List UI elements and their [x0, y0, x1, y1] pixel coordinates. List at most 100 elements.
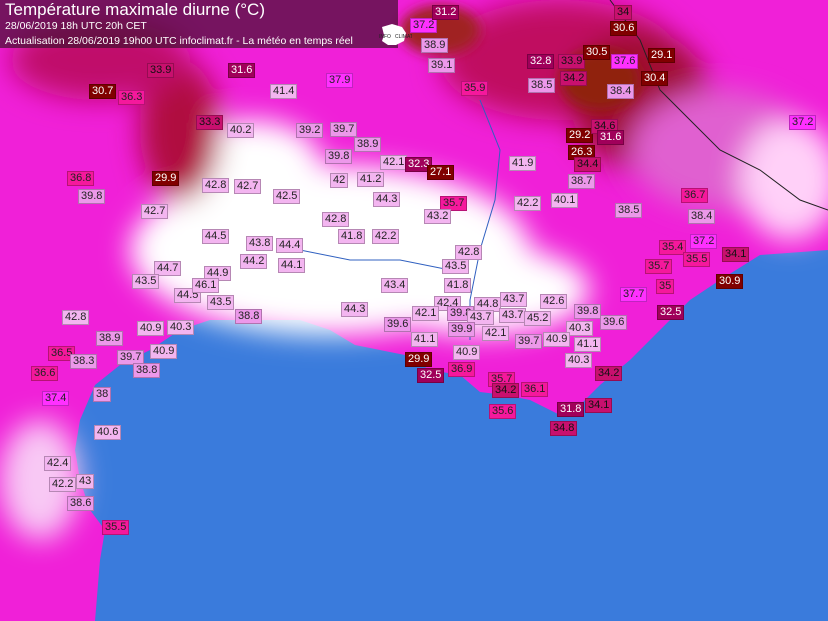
- temperature-label: 37.4: [42, 391, 70, 406]
- temperature-label: 44.4: [276, 238, 304, 253]
- temperature-label: 38.5: [615, 203, 643, 218]
- temperature-label: 35.5: [102, 520, 130, 535]
- temperature-label: 44.3: [373, 192, 401, 207]
- temperature-label: 31.2: [432, 5, 460, 20]
- temperature-label: 33.9: [558, 54, 586, 69]
- temperature-label: 44.2: [240, 254, 268, 269]
- temperature-label: 30.9: [716, 274, 744, 289]
- svg-text:CLIMAT: CLIMAT: [395, 34, 412, 40]
- svg-text:INFO: INFO: [379, 34, 391, 40]
- temperature-label: 36.6: [31, 366, 59, 381]
- extreme-heat-zone: [0, 420, 80, 540]
- temperature-label: 34.1: [585, 398, 613, 413]
- cool-zone: [400, 5, 480, 55]
- temperature-label: 37.7: [620, 287, 648, 302]
- temperature-label: 39.8: [325, 149, 353, 164]
- temperature-label: 43.7: [500, 292, 528, 307]
- temperature-label: 43.5: [132, 274, 160, 289]
- temperature-label: 35.4: [659, 240, 687, 255]
- temperature-label: 39.7: [515, 334, 543, 349]
- header: Température maximale diurne (°C) 28/06/2…: [0, 0, 398, 48]
- temperature-label: 31.8: [557, 402, 585, 417]
- temperature-label: 36.5: [48, 346, 76, 361]
- temperature-label: 39.7: [330, 122, 358, 137]
- temperature-label: 40.9: [137, 321, 165, 336]
- temperature-label: 41.8: [444, 278, 472, 293]
- temperature-label: 35.5: [683, 252, 711, 267]
- temperature-label: 44.5: [202, 229, 230, 244]
- temperature-label: 42.8: [62, 310, 90, 325]
- temperature-label: 30.5: [583, 45, 611, 60]
- update-time: Actualisation 28/06/2019 19h00 UTC infoc…: [5, 35, 353, 47]
- temperature-label: 31.6: [228, 63, 256, 78]
- temperature-label: 29.9: [405, 352, 433, 367]
- temperature-label: 29.1: [648, 48, 676, 63]
- temperature-label: 40.2: [227, 123, 255, 138]
- temperature-label: 39.1: [428, 58, 456, 73]
- temperature-label: 40.1: [551, 193, 579, 208]
- temperature-label: 27.1: [427, 165, 455, 180]
- temperature-label: 30.4: [641, 71, 669, 86]
- temperature-label: 43.8: [246, 236, 274, 251]
- borders: [609, 0, 828, 211]
- temperature-label: 41.1: [574, 337, 602, 352]
- temperature-label: 42.8: [202, 178, 230, 193]
- temperature-label: 34.2: [595, 366, 623, 381]
- temperature-label: 37.6: [611, 54, 639, 69]
- temperature-label: 44.3: [341, 302, 369, 317]
- temperature-label: 38.7: [568, 174, 596, 189]
- temperature-label: 38.3: [70, 354, 98, 369]
- temperature-label: 44.7: [154, 261, 182, 276]
- temperature-label: 43.4: [381, 278, 409, 293]
- temperature-label: 38.5: [528, 78, 556, 93]
- temperature-label: 35: [656, 279, 675, 294]
- temperature-label: 34.2: [560, 71, 588, 86]
- temperature-label: 42.7: [234, 179, 262, 194]
- temperature-label: 26.3: [568, 145, 596, 160]
- temperature-label: 40.3: [167, 320, 195, 335]
- temperature-label: 39.8: [78, 189, 106, 204]
- map-title: Température maximale diurne (°C): [5, 0, 265, 19]
- temperature-label: 32.5: [657, 305, 685, 320]
- temperature-label: 35.6: [489, 404, 517, 419]
- temperature-label: 36.9: [448, 362, 476, 377]
- temperature-label: 40.9: [543, 332, 571, 347]
- temperature-label: 29.2: [566, 128, 594, 143]
- temperature-label: 42.2: [49, 477, 77, 492]
- temperature-label: 34: [614, 5, 633, 20]
- temperature-label: 41.2: [357, 172, 385, 187]
- temperature-label: 35.7: [645, 259, 673, 274]
- temperature-label: 38.9: [354, 137, 382, 152]
- temperature-label: 42.6: [540, 294, 568, 309]
- temperature-label: 42.1: [380, 155, 408, 170]
- temperature-label: 43.2: [424, 209, 452, 224]
- temperature-label: 40.3: [565, 353, 593, 368]
- temperature-label: 43.7: [499, 308, 527, 323]
- temperature-label: 37.2: [690, 234, 718, 249]
- temperature-label: 42: [330, 173, 349, 188]
- temperature-label: 29.9: [152, 171, 180, 186]
- temperature-label: 37.2: [789, 115, 817, 130]
- temperature-label: 42.2: [372, 229, 400, 244]
- temperature-label: 38.4: [607, 84, 635, 99]
- temperature-label: 36.3: [118, 90, 146, 105]
- temperature-label: 40.3: [566, 321, 594, 336]
- temperature-label: 38.6: [67, 496, 95, 511]
- temperature-label: 45.2: [524, 311, 552, 326]
- temperature-label: 32.8: [527, 54, 555, 69]
- temperature-label: 41.9: [509, 156, 537, 171]
- temperature-label: 43: [76, 474, 95, 489]
- temperature-label: 42.8: [455, 245, 483, 260]
- temperature-label: 35.7: [440, 196, 468, 211]
- temperature-label: 34.2: [492, 383, 520, 398]
- temperature-label: 38.4: [688, 209, 716, 224]
- temperature-label: 40.9: [453, 345, 481, 360]
- temperature-label: 44.1: [278, 258, 306, 273]
- cool-zone: [140, 60, 220, 200]
- temperature-label: 38.9: [96, 331, 124, 346]
- temperature-label: 38.8: [235, 309, 263, 324]
- temperature-label: 43.5: [442, 259, 470, 274]
- temperature-label: 41.8: [338, 229, 366, 244]
- temperature-label: 37.2: [410, 18, 438, 33]
- temperature-label: 42.5: [273, 189, 301, 204]
